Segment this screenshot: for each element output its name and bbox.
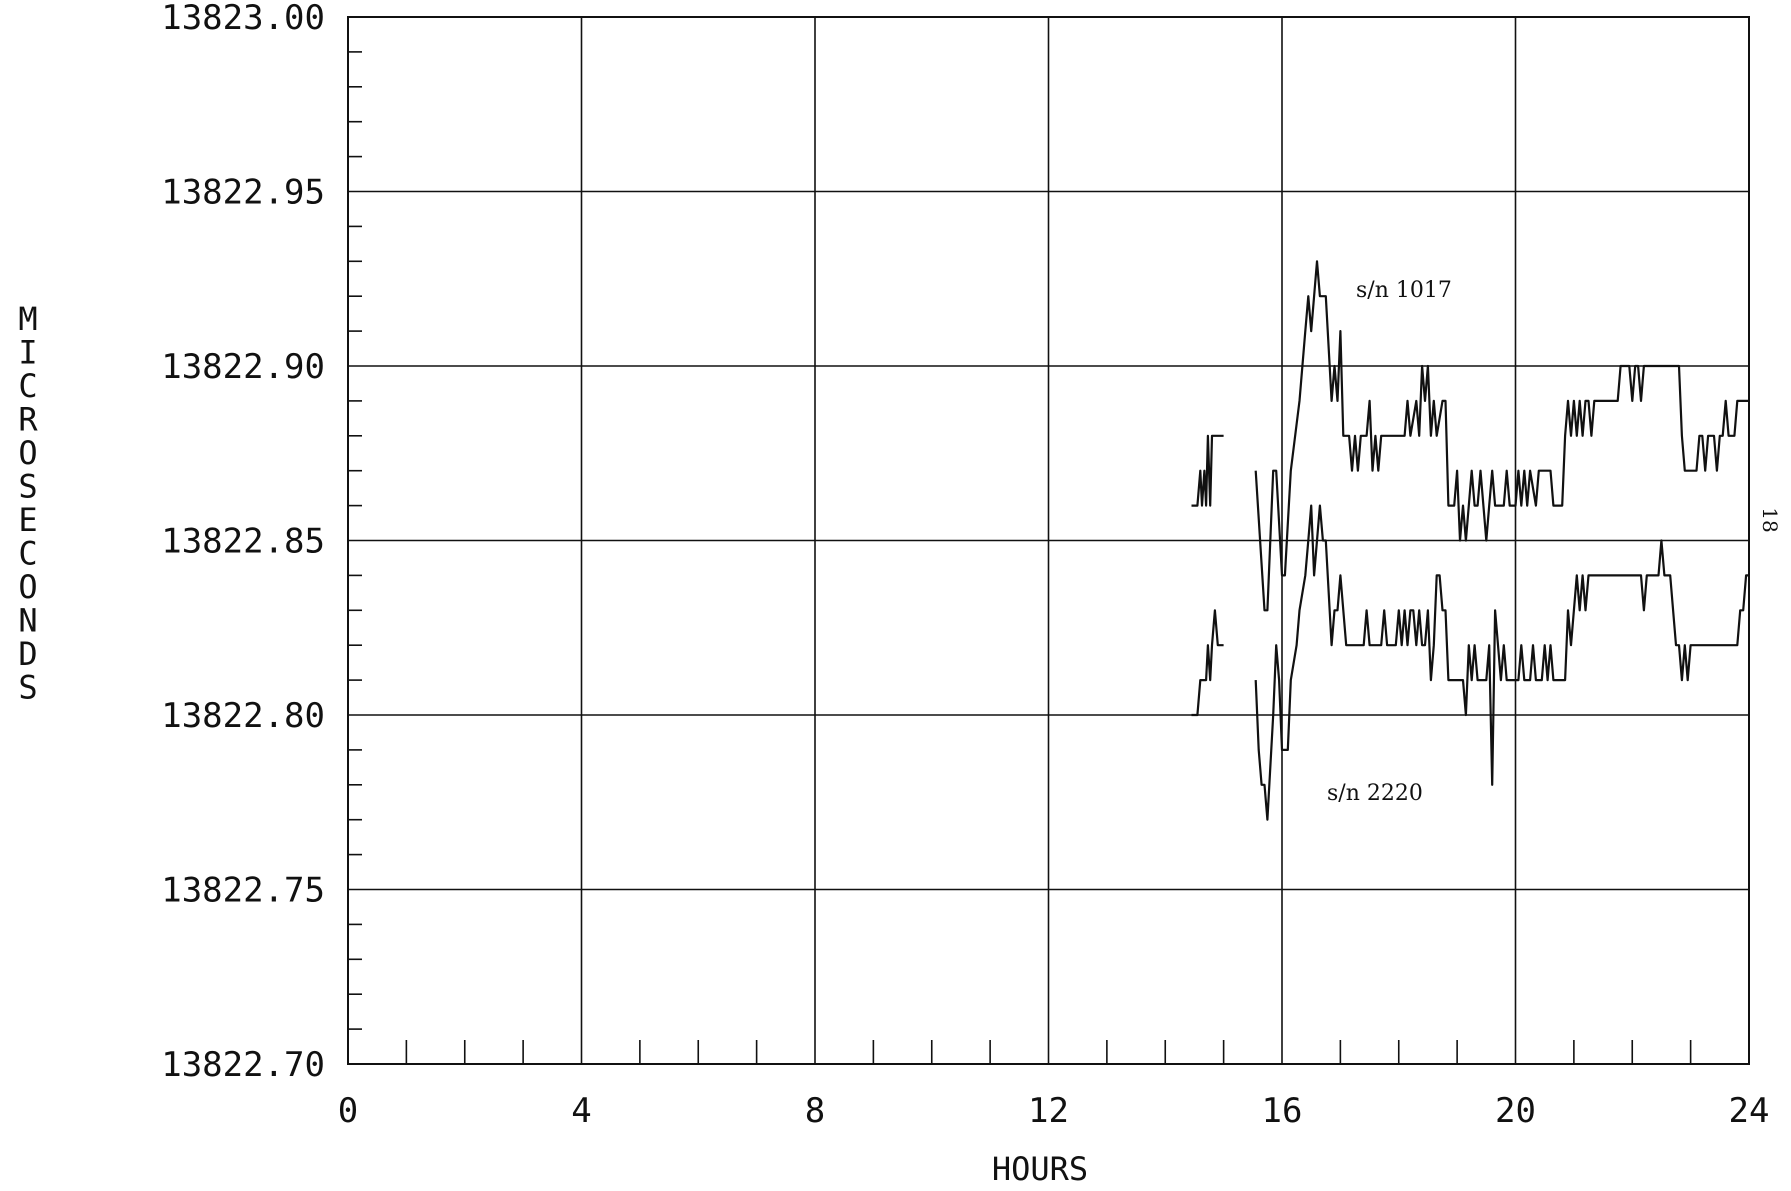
x-tick-label: 0 <box>338 1091 358 1131</box>
y-axis-title-letter: S <box>18 669 37 707</box>
x-tick-label: 16 <box>1262 1091 1303 1131</box>
series-s-n-2220 <box>1191 504 1749 821</box>
series-line <box>1191 434 1224 507</box>
y-axis-title-letter: M <box>18 300 37 338</box>
x-tick-label: 8 <box>805 1091 825 1131</box>
y-tick-label: 13822.95 <box>161 173 325 213</box>
series-line <box>1191 609 1224 717</box>
y-axis-title-letter: D <box>18 635 37 673</box>
series-label-sn-1017: s/n 1017 <box>1356 278 1452 303</box>
x-tick-label: 24 <box>1729 1091 1770 1131</box>
y-axis-title-letter: O <box>18 434 37 472</box>
plot-area-frame <box>347 16 1750 1065</box>
y-axis-title-letter: S <box>18 468 37 506</box>
page-number: 18 <box>1758 507 1782 532</box>
series-label-sn-2220: s/n 2220 <box>1327 781 1423 806</box>
y-tick-label: 13822.90 <box>161 347 325 387</box>
y-axis-title-letter: N <box>18 602 37 640</box>
x-tick-label: 12 <box>1028 1091 1069 1131</box>
series-layer <box>1191 260 1749 821</box>
y-axis-title-letter: O <box>18 568 37 606</box>
y-axis-tick-labels: 13822.70 13822.75 13822.80 13822.85 13822.90… <box>161 0 325 1085</box>
x-tick-label: 20 <box>1495 1091 1536 1131</box>
y-axis-title-letter: E <box>18 501 37 539</box>
x-axis-tick-labels: 0 4 8 12 16 20 24 <box>338 1091 1770 1131</box>
y-tick-label: 13823.00 <box>161 0 325 38</box>
y-tick-label: 13822.85 <box>161 522 325 562</box>
y-axis-title-letter: C <box>18 367 37 405</box>
x-tick-label: 4 <box>571 1091 591 1131</box>
series-s-n-1017 <box>1191 260 1749 612</box>
y-tick-label: 13822.75 <box>161 871 325 911</box>
y-tick-label: 13822.80 <box>161 696 325 736</box>
y-axis-title-letter: R <box>18 401 38 439</box>
y-axis-title-letter: C <box>18 535 37 573</box>
series-line <box>1254 260 1749 612</box>
series-line <box>1254 504 1749 821</box>
y-tick-label: 13822.70 <box>161 1045 325 1085</box>
x-axis-title: HOURS <box>992 1150 1088 1188</box>
y-axis-title-letter: I <box>18 334 37 372</box>
minor-ticks <box>348 51 1692 1064</box>
